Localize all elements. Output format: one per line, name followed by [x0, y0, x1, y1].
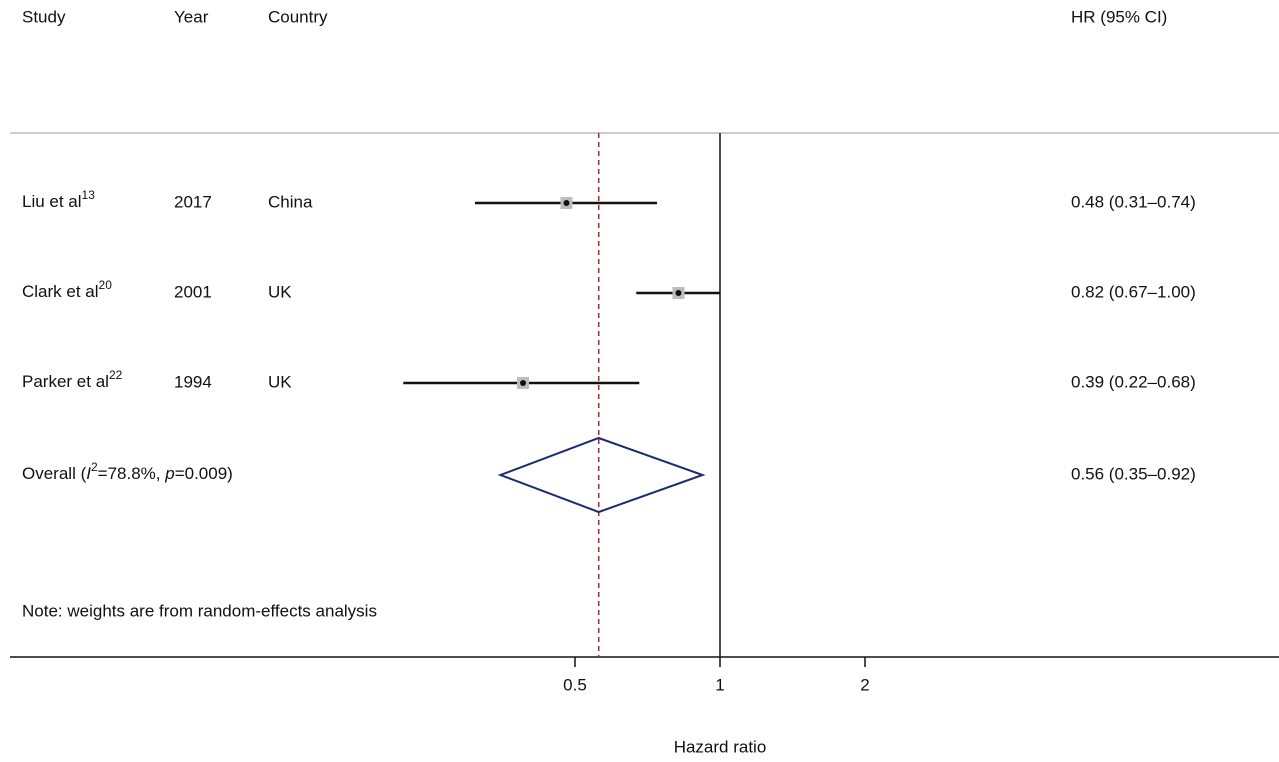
overall-label-part: I [86, 464, 91, 483]
ci-header: HR (95% CI) [1071, 7, 1167, 26]
study-label: Parker et al22 [22, 368, 123, 391]
x-tick-label: 1 [715, 675, 724, 694]
study-name: Clark et al [22, 282, 99, 301]
study-ci-label: 0.39 (0.22–0.68) [1071, 372, 1196, 391]
study-ref: 22 [109, 368, 123, 382]
point-estimate [563, 200, 570, 206]
study-country: China [268, 192, 313, 211]
overall-label-part: p [164, 464, 174, 483]
overall-label-part: 2 [91, 460, 98, 474]
point-estimate [675, 290, 682, 296]
study-year: 2001 [174, 282, 212, 301]
x-tick-label: 0.5 [563, 675, 587, 694]
overall-label-part: =0.009) [175, 464, 233, 483]
study-year: 1994 [174, 372, 212, 391]
study-label: Liu et al13 [22, 188, 95, 211]
overall-diamond [497, 436, 706, 514]
column-header: Study [22, 7, 66, 26]
column-header: Year [174, 7, 209, 26]
study-label: Clark et al20 [22, 278, 112, 301]
column-header: Country [268, 7, 328, 26]
x-axis-label: Hazard ratio [674, 737, 767, 756]
x-tick-label: 2 [860, 675, 869, 694]
overall-label-part: =78.8%, [98, 464, 166, 483]
point-estimate [520, 380, 527, 386]
study-year: 2017 [174, 192, 212, 211]
study-country: UK [268, 372, 292, 391]
note: Note: weights are from random-effects an… [22, 601, 377, 620]
study-ci-label: 0.82 (0.67–1.00) [1071, 282, 1196, 301]
study-name: Parker et al [22, 372, 109, 391]
overall-label-part: Overall ( [22, 464, 87, 483]
overall-label: Overall (I2=78.8%, p=0.009) [22, 460, 233, 483]
study-country: UK [268, 282, 292, 301]
overall-ci-label: 0.56 (0.35–0.92) [1071, 464, 1196, 483]
study-ci-label: 0.48 (0.31–0.74) [1071, 192, 1196, 211]
study-ref: 20 [99, 278, 113, 292]
study-ref: 13 [82, 188, 96, 202]
study-name: Liu et al [22, 192, 82, 211]
